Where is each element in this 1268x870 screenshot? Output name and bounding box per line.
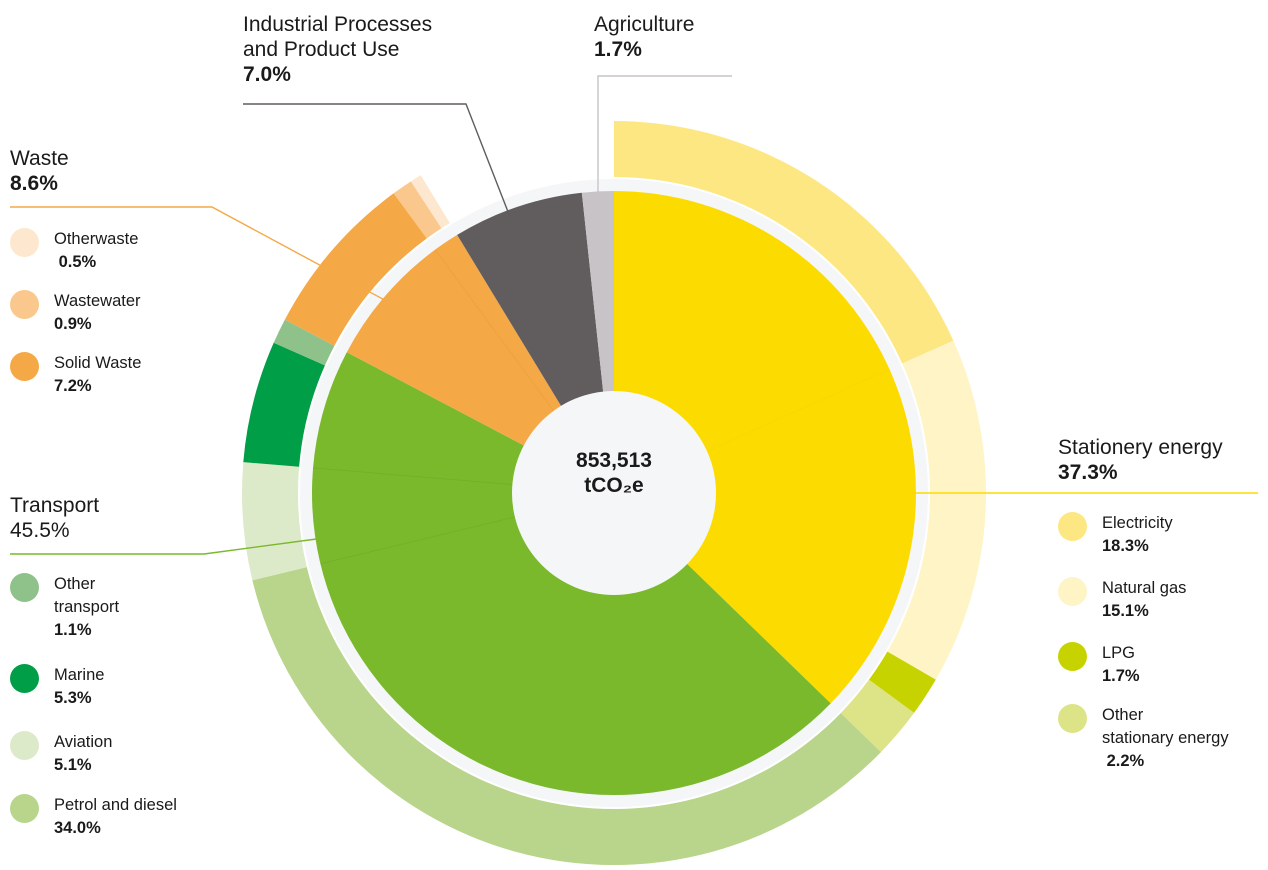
category-name-waste: Waste	[10, 147, 69, 170]
legend-name-other-stationary: Other stationary energy	[1102, 706, 1229, 747]
legend-swatch-solid-waste	[10, 352, 39, 381]
category-percent-ippu: 7.0%	[243, 63, 291, 87]
legend-percent-otherwaste: 0.5%	[54, 252, 97, 271]
legend-percent-natural-gas: 15.1%	[1102, 601, 1149, 620]
category-label-waste: Waste 8.6%	[10, 146, 69, 196]
legend-swatch-natural-gas	[1058, 577, 1087, 606]
category-percent-transport: 45.5%	[10, 519, 70, 543]
category-label-ippu: Industrial Processes and Product Use 7.0…	[243, 12, 432, 88]
category-name-agriculture: Agriculture	[594, 13, 695, 36]
leader-line-transport	[10, 537, 325, 555]
category-label-stationery: Stationery energy 37.3%	[1058, 435, 1223, 485]
legend-item-lpg: LPG 1.7%	[1058, 642, 1140, 688]
legend-percent-aviation: 5.1%	[54, 755, 92, 774]
legend-item-wastewater: Wastewater 0.9%	[10, 290, 141, 336]
ring-segment-aviation	[242, 462, 307, 581]
legend-name-otherwaste: Otherwaste	[54, 230, 139, 248]
ring-segment-petrol-diesel	[252, 567, 881, 866]
legend-name-other-transport: Other transport	[54, 575, 120, 616]
leader-line-waste	[10, 206, 393, 305]
leader-line-agriculture	[597, 75, 732, 196]
legend-item-petrol-diesel: Petrol and diesel 34.0%	[10, 794, 177, 840]
legend-item-other-stationary: Other stationary energy 2.2%	[1058, 704, 1229, 772]
pie-slice-stationery	[614, 191, 917, 704]
legend-percent-other-stationary: 2.2%	[1102, 751, 1145, 770]
legend-percent-petrol-diesel: 34.0%	[54, 818, 101, 837]
category-label-agriculture: Agriculture 1.7%	[594, 12, 694, 62]
legend-name-petrol-diesel: Petrol and diesel	[54, 796, 177, 814]
legend-name-solid-waste: Solid Waste	[54, 354, 142, 372]
legend-name-marine: Marine	[54, 666, 105, 684]
legend-swatch-electricity	[1058, 512, 1087, 541]
legend-name-lpg: LPG	[1102, 644, 1136, 662]
category-name-stationery: Stationery energy	[1058, 436, 1223, 459]
legend-swatch-aviation	[10, 731, 39, 760]
legend-name-electricity: Electricity	[1102, 514, 1173, 532]
legend-item-electricity: Electricity 18.3%	[1058, 512, 1173, 558]
legend-item-other-transport: Other transport 1.1%	[10, 573, 119, 641]
ring-segment-other-stationary	[840, 679, 915, 753]
category-name-transport: Transport	[10, 494, 100, 517]
legend-swatch-other-transport	[10, 573, 39, 602]
legend-item-solid-waste: Solid Waste 7.2%	[10, 352, 141, 398]
legend-swatch-otherwaste	[10, 228, 39, 257]
ring-segment-wastewater	[393, 181, 442, 239]
legend-item-marine: Marine 5.3%	[10, 664, 104, 710]
legend-percent-other-transport: 1.1%	[54, 620, 92, 639]
category-percent-agriculture: 1.7%	[594, 38, 642, 62]
legend-name-wastewater: Wastewater	[54, 292, 141, 310]
legend-item-aviation: Aviation 5.1%	[10, 731, 112, 777]
center-total-unit: tCO₂e	[584, 474, 644, 498]
legend-percent-marine: 5.3%	[54, 688, 92, 707]
ring-segment-lpg	[868, 651, 936, 713]
legend-swatch-petrol-diesel	[10, 794, 39, 823]
legend-name-aviation: Aviation	[54, 733, 113, 751]
category-name-ippu: Industrial Processes and Product Use	[243, 13, 433, 62]
donut-hole	[512, 391, 716, 595]
ring-segment-marine	[243, 342, 325, 467]
ring-segment-other-transport	[273, 319, 335, 366]
category-percent-waste: 8.6%	[10, 172, 58, 196]
legend-swatch-marine	[10, 664, 39, 693]
category-label-transport: Transport 45.5%	[10, 493, 99, 543]
ring-segment-ippu	[420, 123, 581, 223]
legend-item-natural-gas: Natural gas 15.1%	[1058, 577, 1186, 623]
leader-line-ippu	[243, 103, 513, 223]
legend-swatch-other-stationary	[1058, 704, 1087, 733]
legend-name-natural-gas: Natural gas	[1102, 579, 1187, 597]
legend-swatch-wastewater	[10, 290, 39, 319]
center-total: 853,513 tCO₂e	[530, 448, 698, 498]
ring-segment-otherwaste	[410, 175, 450, 229]
ring-segment-agriculture	[574, 121, 614, 179]
legend-percent-electricity: 18.3%	[1102, 536, 1149, 555]
ring-segment-electricity	[614, 121, 954, 364]
legend-percent-wastewater: 0.9%	[54, 314, 92, 333]
center-total-value: 853,513	[576, 449, 652, 472]
legend-percent-lpg: 1.7%	[1102, 666, 1140, 685]
ring-segment-solid-waste	[284, 193, 427, 346]
category-percent-stationery: 37.3%	[1058, 461, 1118, 485]
legend-item-otherwaste: Otherwaste 0.5%	[10, 228, 138, 274]
legend-swatch-lpg	[1058, 642, 1087, 671]
legend-percent-solid-waste: 7.2%	[54, 376, 92, 395]
ring-segment-natural-gas	[887, 340, 986, 680]
